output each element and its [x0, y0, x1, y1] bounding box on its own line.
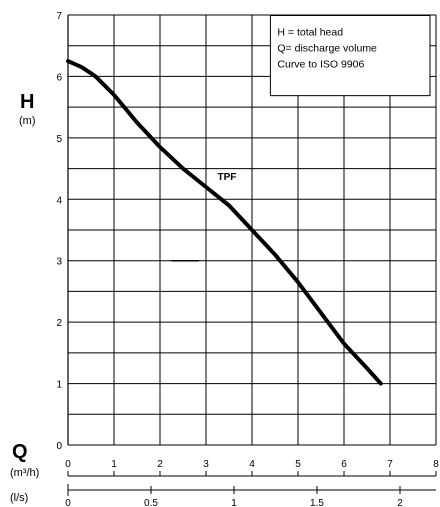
x-tick-label-m3h: 7: [387, 459, 393, 470]
x-axis-unit-ls: (l/s): [10, 492, 28, 504]
legend-entry: Q= discharge volume: [277, 43, 377, 55]
axis-labels: H (m) Q (m³/h) (l/s): [10, 91, 39, 504]
y-tick-label: 7: [56, 11, 62, 22]
y-tick-label: 6: [56, 72, 62, 83]
legend-box: [269, 15, 431, 97]
x-tick-label-m3h: 1: [111, 459, 117, 470]
series-line-0: [66, 59, 383, 386]
y-axis-symbol: H: [20, 91, 34, 113]
x-tick-label-m3h: 5: [295, 459, 301, 470]
x-tick-label-m3h: 8: [433, 459, 439, 470]
x-tick-label-m3h: 6: [341, 459, 347, 470]
x-tick-label-m3h: 0: [65, 459, 71, 470]
legend-entry: H = total head: [277, 27, 343, 39]
legend-entry: Curve to ISO 9906: [277, 59, 364, 71]
legend: H = total head Q= discharge volume Curve t…: [269, 15, 431, 97]
x-tick-label-ls: 1.5: [310, 498, 324, 507]
y-tick-label: 1: [56, 380, 62, 391]
x-tick-label-ls: 1: [231, 498, 237, 507]
x-tick-label-m3h: 2: [157, 459, 163, 470]
curve-layer: TPF: [66, 59, 383, 386]
x-tick-label-m3h: 4: [249, 459, 255, 470]
x-tick-label-m3h: 3: [203, 459, 209, 470]
y-axis-unit: (m): [19, 115, 36, 127]
series-label: TPF: [218, 172, 237, 183]
x-axis-symbol: Q: [12, 441, 28, 463]
y-tick-label: 5: [56, 134, 62, 145]
y-tick-label: 0: [56, 441, 62, 452]
x-axis-unit-m3h: (m³/h): [10, 467, 39, 479]
x-tick-label-ls: 0.5: [144, 498, 158, 507]
y-tick-label: 2: [56, 318, 62, 329]
x-tick-label-ls: 2: [397, 498, 403, 507]
y-tick-label: 3: [56, 257, 62, 268]
x-tick-label-ls: 0: [65, 498, 71, 507]
y-tick-label: 4: [56, 195, 62, 206]
